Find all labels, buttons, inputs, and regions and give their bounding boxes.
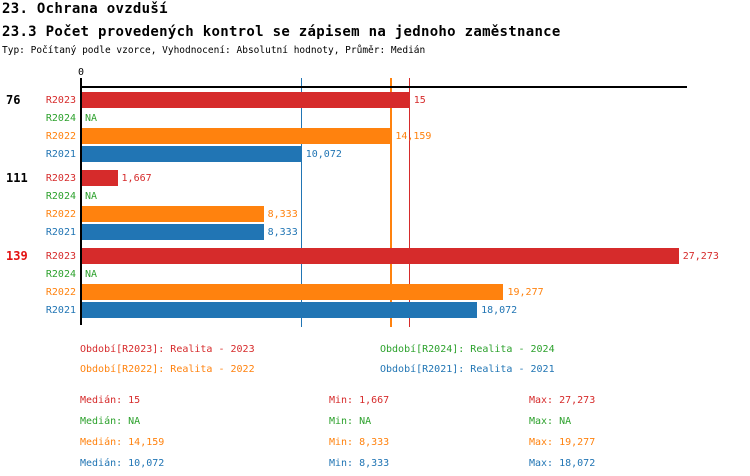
bar (81, 206, 264, 222)
bar (81, 92, 410, 108)
stat-median-r2024: Medián: NA (80, 416, 141, 427)
legend-item-r2021: Období[R2021]: Realita - 2021 (380, 364, 555, 375)
group-label: 76 (6, 93, 21, 107)
median-line-r2021 (300, 78, 303, 327)
bar-value-label: 19,277 (507, 287, 544, 298)
series-row-label: R2024 (45, 191, 76, 202)
group-label: 139 (6, 249, 28, 263)
stat-max-r2023: Max: 27,273 (529, 395, 596, 406)
stat-min-r2022: Min: 8,333 (329, 437, 390, 448)
bar-value-label: 15 (413, 95, 426, 106)
bar-value-label: 1,667 (121, 173, 152, 184)
series-row-label: R2024 (45, 113, 76, 124)
stat-median-r2021: Medián: 10,072 (80, 458, 165, 469)
bar (81, 302, 478, 318)
bar-value-label: 8,333 (267, 209, 298, 220)
stat-min-r2023: Min: 1,667 (329, 395, 390, 406)
stat-max-r2024: Max: NA (529, 416, 572, 427)
stat-median-r2022: Medián: 14,159 (80, 437, 165, 448)
bar (81, 248, 679, 264)
bar-value-label: 14,159 (395, 131, 432, 142)
median-line-r2023 (408, 78, 411, 327)
stat-max-r2022: Max: 19,277 (529, 437, 596, 448)
bar-value-label: 27,273 (682, 251, 719, 262)
na-label: NA (85, 269, 98, 280)
series-row-label: R2022 (45, 287, 76, 298)
legend-item-r2024: Období[R2024]: Realita - 2024 (380, 344, 555, 355)
series-row-label: R2022 (45, 209, 76, 220)
axis-origin-label: 0 (77, 67, 85, 78)
group-label: 111 (6, 171, 28, 185)
bar (81, 146, 302, 162)
bar-value-label: 10,072 (305, 149, 342, 160)
bar-value-label: 18,072 (481, 305, 518, 316)
axis-line-x (80, 86, 687, 88)
chart-meta: Typ: Počítaný podle vzorce, Vyhodnocení:… (2, 45, 426, 56)
legend-item-r2022: Období[R2022]: Realita - 2022 (80, 364, 255, 375)
page-title: 23. Ochrana ovzduší (2, 1, 168, 17)
na-label: NA (85, 191, 98, 202)
bar (81, 170, 118, 186)
bar (81, 224, 264, 240)
legend-item-r2023: Období[R2023]: Realita - 2023 (80, 344, 255, 355)
series-row-label: R2021 (45, 227, 76, 238)
series-row-label: R2021 (45, 149, 76, 160)
series-row-label: R2024 (45, 269, 76, 280)
series-row-label: R2023 (45, 173, 76, 184)
stat-max-r2021: Max: 18,072 (529, 458, 596, 469)
na-label: NA (85, 113, 98, 124)
series-row-label: R2023 (45, 251, 76, 262)
axis-line-y (80, 78, 82, 325)
bar-value-label: 8,333 (267, 227, 298, 238)
series-row-label: R2021 (45, 305, 76, 316)
stat-min-r2024: Min: NA (329, 416, 372, 427)
series-row-label: R2023 (45, 95, 76, 106)
stat-min-r2021: Min: 8,333 (329, 458, 390, 469)
bar (81, 128, 392, 144)
stat-median-r2023: Medián: 15 (80, 395, 141, 406)
chart-subtitle: 23.3 Počet provedených kontrol se zápise… (2, 24, 561, 40)
median-line-r2022 (390, 78, 392, 327)
series-row-label: R2022 (45, 131, 76, 142)
bar (81, 284, 504, 300)
